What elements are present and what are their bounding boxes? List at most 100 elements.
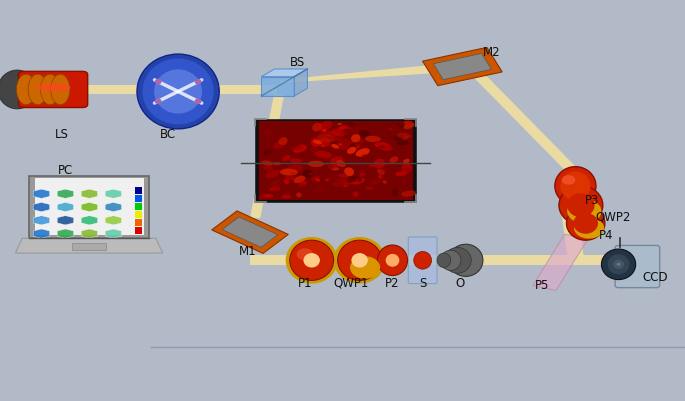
Ellipse shape [273, 185, 281, 188]
Polygon shape [105, 190, 122, 199]
Ellipse shape [342, 185, 348, 188]
Ellipse shape [195, 80, 201, 85]
Ellipse shape [311, 176, 319, 182]
Ellipse shape [331, 168, 339, 171]
Ellipse shape [28, 75, 47, 105]
Ellipse shape [601, 249, 636, 280]
Ellipse shape [338, 126, 347, 131]
Ellipse shape [264, 194, 273, 198]
Polygon shape [262, 70, 308, 77]
Ellipse shape [314, 186, 327, 194]
Ellipse shape [377, 245, 408, 276]
Text: QWP1: QWP1 [334, 276, 369, 289]
Polygon shape [81, 203, 98, 212]
Text: P1: P1 [297, 276, 312, 289]
Ellipse shape [389, 157, 398, 164]
Polygon shape [58, 216, 74, 225]
Bar [222, 217, 278, 248]
Ellipse shape [36, 84, 71, 92]
Ellipse shape [378, 176, 382, 179]
Ellipse shape [297, 249, 313, 261]
Ellipse shape [195, 99, 201, 105]
Text: BC: BC [160, 128, 176, 141]
Polygon shape [466, 66, 579, 174]
Ellipse shape [268, 181, 281, 191]
Polygon shape [262, 77, 295, 97]
Ellipse shape [364, 136, 381, 143]
Ellipse shape [154, 70, 202, 114]
Ellipse shape [351, 135, 360, 143]
Ellipse shape [16, 75, 36, 105]
Bar [135, 203, 142, 211]
Ellipse shape [397, 134, 411, 139]
Ellipse shape [270, 187, 280, 192]
Ellipse shape [352, 192, 359, 198]
Polygon shape [250, 95, 284, 219]
Polygon shape [29, 176, 149, 239]
Bar [72, 243, 106, 251]
Ellipse shape [613, 260, 624, 269]
Ellipse shape [338, 124, 342, 126]
Ellipse shape [40, 75, 60, 105]
Ellipse shape [350, 145, 357, 148]
FancyBboxPatch shape [615, 246, 660, 288]
Ellipse shape [353, 173, 366, 178]
Polygon shape [34, 229, 50, 239]
Ellipse shape [325, 179, 329, 182]
Ellipse shape [393, 135, 405, 142]
Ellipse shape [393, 189, 398, 194]
Ellipse shape [338, 144, 342, 146]
Ellipse shape [388, 129, 393, 131]
Polygon shape [58, 190, 74, 199]
Polygon shape [295, 70, 308, 97]
Ellipse shape [334, 138, 342, 143]
Ellipse shape [349, 127, 366, 134]
Bar [434, 54, 491, 81]
Ellipse shape [321, 145, 325, 148]
Ellipse shape [296, 193, 301, 198]
Ellipse shape [323, 132, 338, 137]
Bar [135, 219, 142, 227]
Ellipse shape [349, 137, 360, 142]
Ellipse shape [560, 172, 590, 201]
Ellipse shape [338, 174, 349, 178]
Ellipse shape [403, 168, 412, 172]
Ellipse shape [608, 255, 630, 275]
Text: M2: M2 [483, 46, 501, 59]
Ellipse shape [351, 253, 368, 268]
Ellipse shape [574, 218, 604, 239]
Ellipse shape [567, 194, 595, 218]
Ellipse shape [345, 124, 351, 130]
Ellipse shape [317, 135, 336, 143]
Ellipse shape [263, 167, 273, 171]
Ellipse shape [401, 191, 416, 197]
Ellipse shape [314, 151, 332, 159]
Ellipse shape [327, 166, 335, 169]
FancyBboxPatch shape [408, 237, 437, 284]
Text: CCD: CCD [642, 270, 668, 283]
Ellipse shape [566, 207, 605, 241]
Text: M1: M1 [239, 244, 257, 257]
Polygon shape [58, 203, 74, 212]
Ellipse shape [449, 245, 483, 277]
Ellipse shape [350, 145, 360, 151]
Ellipse shape [273, 162, 281, 166]
Polygon shape [81, 216, 98, 225]
Bar [135, 187, 142, 194]
Ellipse shape [335, 145, 348, 150]
Ellipse shape [262, 161, 273, 166]
Ellipse shape [293, 176, 306, 184]
Ellipse shape [263, 150, 272, 156]
Ellipse shape [265, 144, 271, 147]
Ellipse shape [333, 191, 336, 193]
Ellipse shape [155, 80, 162, 85]
Text: PC: PC [58, 164, 73, 177]
Ellipse shape [293, 145, 307, 154]
Ellipse shape [308, 161, 324, 168]
Ellipse shape [395, 172, 407, 177]
Ellipse shape [332, 145, 339, 149]
Ellipse shape [344, 168, 354, 176]
Ellipse shape [323, 130, 326, 133]
Text: P5: P5 [536, 278, 549, 291]
Ellipse shape [293, 149, 297, 152]
